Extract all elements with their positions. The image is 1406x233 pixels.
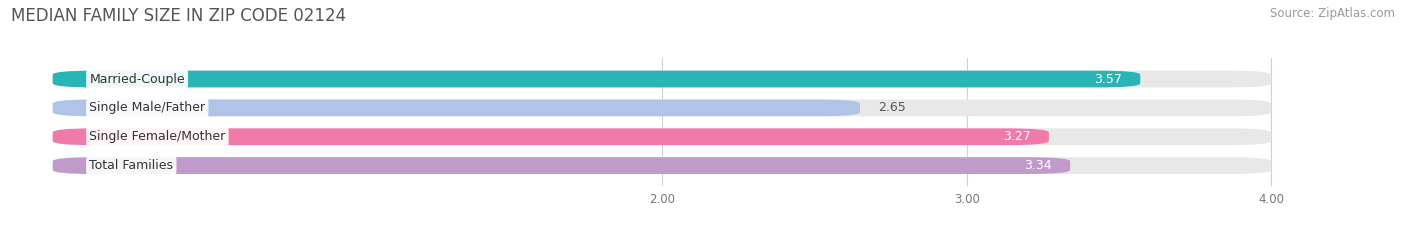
FancyBboxPatch shape [53, 157, 1070, 174]
Text: Total Families: Total Families [89, 159, 173, 172]
FancyBboxPatch shape [53, 128, 1049, 145]
Text: 2.65: 2.65 [879, 101, 905, 114]
Text: Source: ZipAtlas.com: Source: ZipAtlas.com [1270, 7, 1395, 20]
Text: 3.57: 3.57 [1094, 72, 1122, 86]
Text: Single Male/Father: Single Male/Father [89, 101, 205, 114]
FancyBboxPatch shape [53, 71, 1140, 87]
Text: Single Female/Mother: Single Female/Mother [89, 130, 225, 143]
Text: MEDIAN FAMILY SIZE IN ZIP CODE 02124: MEDIAN FAMILY SIZE IN ZIP CODE 02124 [11, 7, 346, 25]
FancyBboxPatch shape [53, 99, 860, 116]
FancyBboxPatch shape [53, 128, 1271, 145]
FancyBboxPatch shape [53, 71, 1271, 87]
Text: 3.27: 3.27 [1002, 130, 1031, 143]
FancyBboxPatch shape [53, 157, 1271, 174]
FancyBboxPatch shape [53, 99, 1271, 116]
Text: 3.34: 3.34 [1025, 159, 1052, 172]
Text: Married-Couple: Married-Couple [89, 72, 186, 86]
